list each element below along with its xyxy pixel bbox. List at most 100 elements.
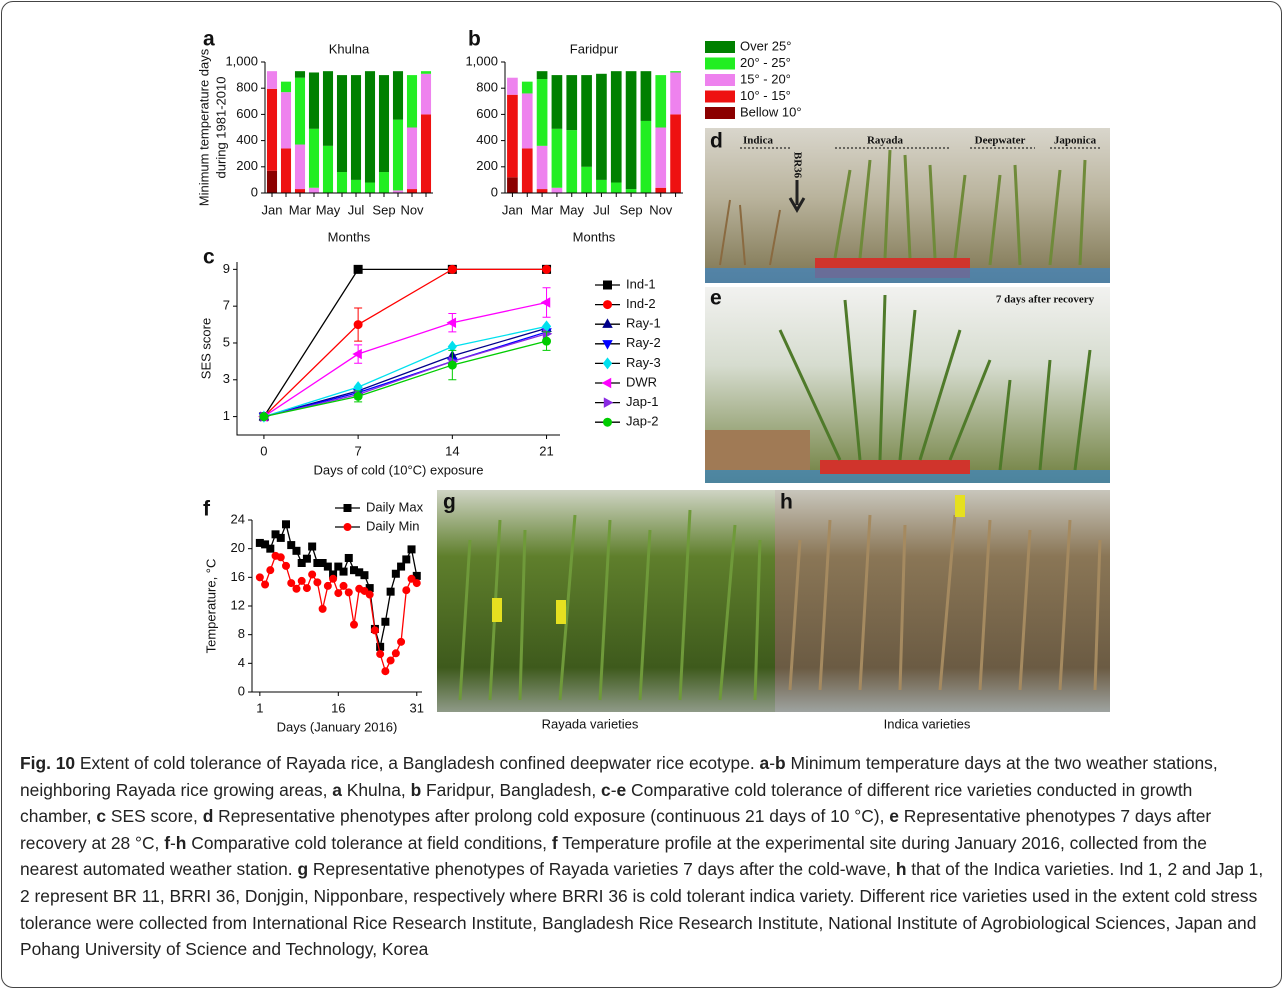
bar-segment — [378, 172, 390, 193]
bar-segment — [521, 148, 533, 193]
x-tick-label: Jul — [348, 202, 365, 217]
caption-run: e — [889, 806, 899, 827]
marker — [602, 318, 613, 328]
photo-caption: Indica varieties — [884, 716, 971, 731]
marker — [261, 540, 270, 549]
marker — [376, 650, 385, 659]
y-tick-label: 400 — [476, 132, 498, 147]
tray — [820, 460, 970, 474]
bar-segment — [280, 148, 292, 193]
arrow — [788, 180, 806, 213]
y-tick-label: 600 — [476, 106, 498, 121]
legend-label: Daily Min — [366, 518, 419, 533]
marker — [601, 377, 612, 389]
caption-run: a — [332, 779, 342, 800]
bar-segment — [266, 71, 278, 89]
bar-segment — [406, 189, 418, 193]
x-tick-label: Sep — [620, 202, 643, 217]
bar-segment — [640, 120, 652, 193]
x-tick-label: 21 — [539, 443, 553, 458]
bar-segment — [336, 75, 348, 173]
marker — [447, 264, 457, 274]
caption-run: f — [551, 832, 558, 853]
bar-segment — [536, 79, 548, 146]
series-line — [259, 522, 418, 648]
marker — [287, 541, 296, 550]
bar-segment — [266, 170, 278, 193]
y-tick-label: 1,000 — [225, 53, 258, 68]
legend-label: 20° - 25° — [740, 55, 791, 70]
caption: Fig. 10 Extent of cold tolerance of Raya… — [20, 750, 1268, 963]
caption-run: h — [895, 859, 907, 880]
marker — [381, 667, 390, 676]
marker — [308, 570, 317, 579]
bar-segment — [392, 190, 404, 193]
caption-run: b — [775, 753, 786, 773]
x-tick-label: 0 — [260, 443, 267, 458]
bar-segment — [507, 77, 518, 95]
caption-run: Faridpur, Bangladesh, — [421, 779, 602, 800]
x-axis-label: Months — [573, 229, 616, 244]
bar-segment — [294, 144, 306, 190]
bar-segment — [308, 187, 320, 193]
caption-run: Representative phenotypes after prolong … — [213, 806, 890, 827]
grass — [788, 514, 1102, 691]
y-tick-label: 600 — [236, 106, 258, 121]
marker — [602, 357, 613, 370]
x-tick-label: 14 — [445, 443, 459, 458]
marker — [603, 280, 612, 290]
y-tick-label: 12 — [231, 597, 245, 612]
tray — [705, 470, 1110, 483]
marker — [318, 604, 327, 613]
bar-segment — [581, 75, 592, 167]
tray — [705, 268, 1110, 283]
bar-segment — [308, 72, 320, 129]
bar-segment — [670, 114, 681, 193]
marker — [397, 637, 406, 646]
marker — [297, 559, 306, 567]
y-tick-label: 24 — [231, 511, 245, 526]
bar-segment — [551, 187, 563, 193]
bar-segment — [670, 71, 681, 73]
bar-segment — [294, 189, 306, 193]
x-tick-label: Nov — [400, 202, 424, 217]
legend-swatch — [705, 90, 735, 103]
panel-label: a — [203, 28, 215, 51]
grass — [833, 149, 1087, 266]
marker — [308, 542, 317, 551]
bar-segment — [625, 189, 637, 193]
legend-label: DWR — [626, 374, 657, 389]
caption-run: Minimum temperature days at the two weat… — [20, 753, 1218, 800]
caption-run: Fig. 10 — [20, 753, 76, 773]
series-line — [263, 301, 547, 418]
bar-segment — [322, 145, 334, 193]
marker — [287, 579, 296, 588]
legend-label: 10° - 15° — [740, 88, 791, 103]
axis — [264, 62, 433, 194]
marker — [329, 574, 338, 583]
caption-run: h — [175, 832, 187, 853]
marker — [344, 588, 353, 597]
bar-segment — [521, 81, 533, 94]
caption-run: e — [616, 779, 627, 800]
caption-run: c — [601, 779, 611, 800]
bar-segment — [364, 71, 376, 183]
legend-label: Ray-2 — [626, 335, 661, 350]
series-line — [263, 333, 547, 418]
marker — [542, 264, 552, 274]
series-line — [263, 268, 547, 417]
caption-run: d — [202, 806, 214, 827]
bar-segment — [507, 94, 518, 178]
marker — [292, 584, 301, 593]
series-line — [263, 340, 547, 418]
y-axis-label: during 1981-2010 — [213, 77, 228, 179]
caption-run: Khulna, — [341, 779, 411, 800]
figure: d Indica Rayada Deepwater Japonica BR36 … — [196, 28, 1110, 734]
marker — [542, 336, 552, 346]
photo-caption: Rayada varieties — [542, 716, 639, 731]
bar-segment — [420, 73, 432, 115]
marker — [353, 391, 363, 401]
panel-label: h — [780, 491, 793, 514]
marker — [540, 297, 551, 308]
photo-label: Rayada — [867, 135, 904, 147]
